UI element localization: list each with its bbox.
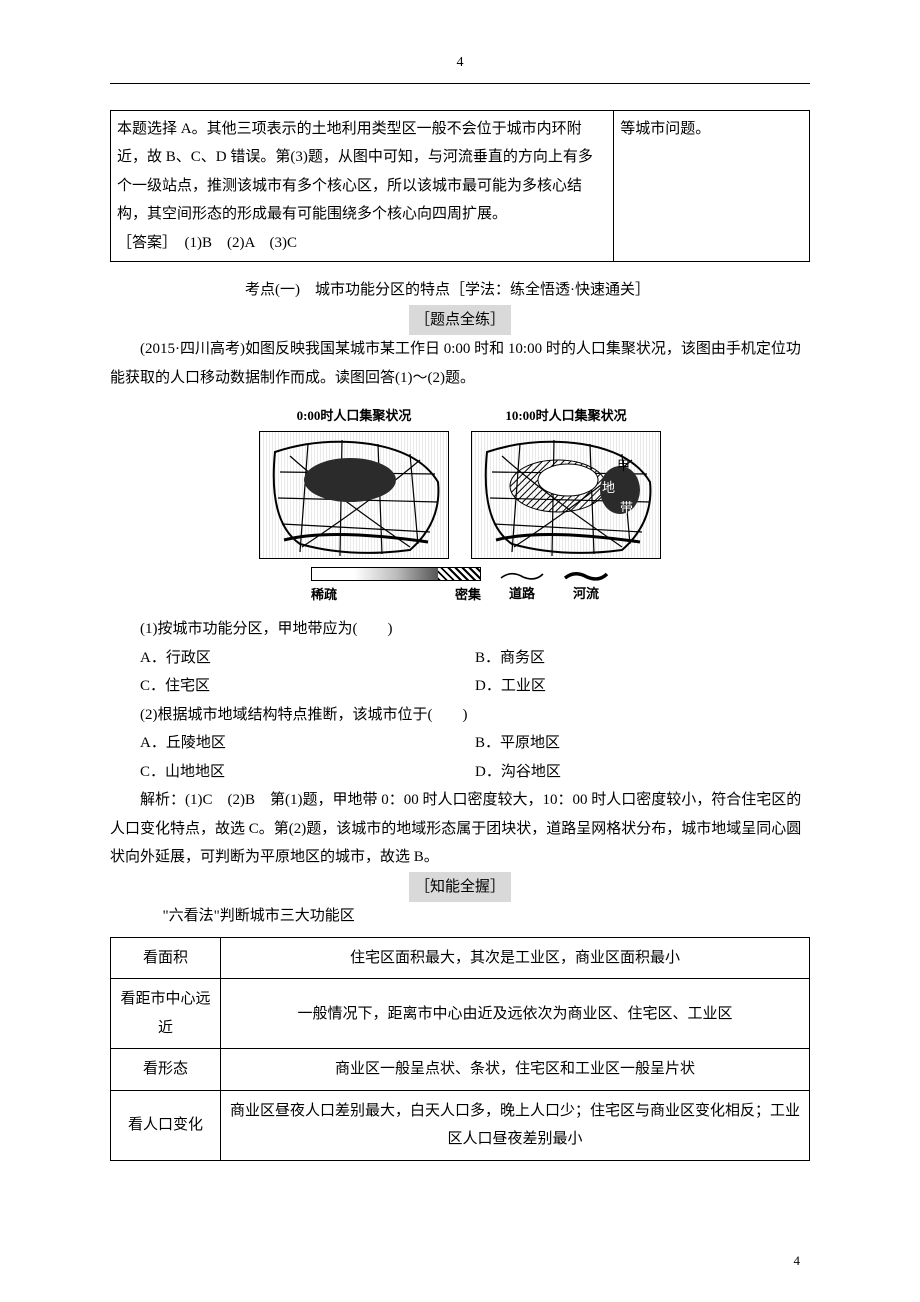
q1-opt-b: B．商务区 — [475, 644, 810, 673]
map-title-left: 0:00时人口集聚状况 — [259, 404, 449, 429]
map-left — [259, 431, 449, 559]
six-row-label: 看人口变化 — [111, 1090, 221, 1160]
six-row-label: 看形态 — [111, 1049, 221, 1091]
q2-opt-a: A．丘陵地区 — [140, 729, 475, 758]
legend-dense: 密集 — [455, 583, 481, 608]
cont-answer: ［答案］ (1)B (2)A (3)C — [117, 235, 297, 251]
figure: 0:00时人口集聚状况 10:00时人口集聚状况 — [110, 402, 810, 607]
density-gradient-legend — [311, 567, 481, 581]
legend-river: 河流 — [573, 582, 599, 607]
q1-opt-a: A．行政区 — [140, 644, 475, 673]
six-row-content: 一般情况下，距离市中心由近及远依次为商业区、住宅区、工业区 — [221, 979, 810, 1049]
cont-left-text: 本题选择 A。其他三项表示的土地利用类型区一般不会位于城市内环附近，故 B、C、… — [117, 121, 593, 223]
q2-opt-c: C．山地地区 — [140, 758, 475, 787]
stem-intro: (2015·四川高考)如图反映我国某城市某工作日 0:00 时和 10:00 时… — [110, 335, 810, 392]
top-rule — [110, 83, 810, 84]
q2-opt-d: D．沟谷地区 — [475, 758, 810, 787]
q2-opt-b: B．平原地区 — [475, 729, 810, 758]
six-row-label: 看距市中心远近 — [111, 979, 221, 1049]
six-intro: "六看法"判断城市三大功能区 — [110, 902, 810, 931]
legend-sparse: 稀疏 — [311, 583, 337, 608]
map-right: 甲 地 带 — [471, 431, 661, 559]
q1-opt-c: C．住宅区 — [140, 672, 475, 701]
annot-dai: 带 — [620, 500, 633, 515]
river-symbol — [563, 568, 609, 582]
map-title-right: 10:00时人口集聚状况 — [471, 404, 661, 429]
page-number-top: 4 — [110, 50, 810, 77]
kaodian-title: 考点(一) 城市功能分区的特点［学法：练全悟透·快速通关］ — [110, 276, 810, 305]
six-row-content: 住宅区面积最大，其次是工业区，商业区面积最小 — [221, 937, 810, 979]
q2-stem: (2)根据城市地域结构特点推断，该城市位于( ) — [110, 701, 810, 730]
jiexi: 解析：(1)C (2)B 第(1)题，甲地带 0：00 时人口密度较大，10：0… — [110, 786, 810, 872]
six-row-content: 商业区一般呈点状、条状，住宅区和工业区一般呈片状 — [221, 1049, 810, 1091]
page-number-bottom: 4 — [794, 1249, 801, 1274]
legend-road: 道路 — [509, 582, 535, 607]
annot-jia: 甲 — [617, 458, 630, 473]
six-row-label: 看面积 — [111, 937, 221, 979]
q1-opt-d: D．工业区 — [475, 672, 810, 701]
continuation-box: 本题选择 A。其他三项表示的土地利用类型区一般不会位于城市内环附近，故 B、C、… — [110, 110, 810, 263]
six-row-content: 商业区昼夜人口差别最大，白天人口多，晚上人口少；住宅区与商业区变化相反；工业区人… — [221, 1090, 810, 1160]
q1-stem: (1)按城市功能分区，甲地带应为( ) — [110, 615, 810, 644]
annot-di: 地 — [602, 480, 615, 495]
zhineng-heading: ［知能全握］ — [409, 872, 511, 903]
six-method-table: 看面积住宅区面积最大，其次是工业区，商业区面积最小看距市中心远近一般情况下，距离… — [110, 937, 810, 1161]
road-symbol — [499, 568, 545, 582]
tidian-heading: ［题点全练］ — [409, 305, 511, 336]
cont-right-text: 等城市问题。 — [614, 110, 810, 262]
